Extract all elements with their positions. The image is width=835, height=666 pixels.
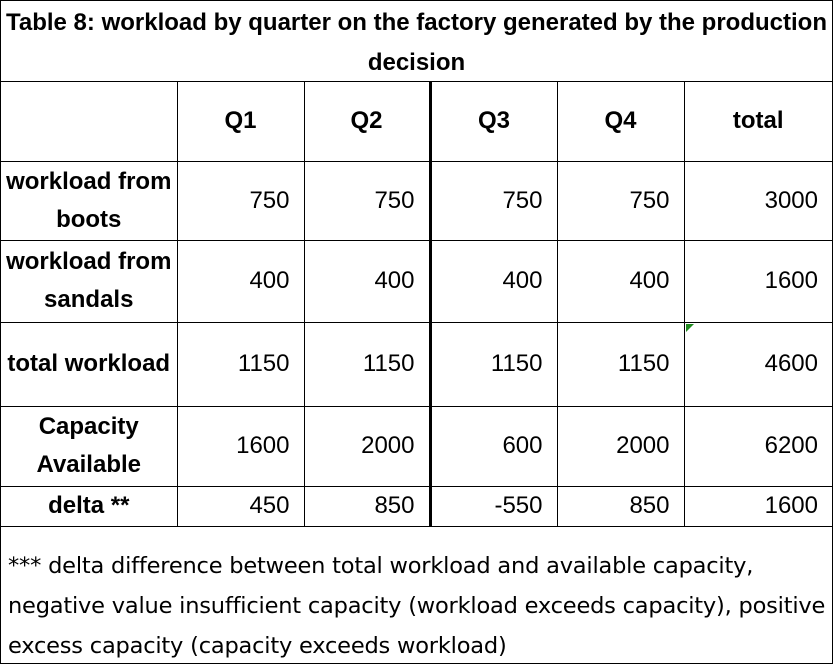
row-label: workload from sandals (1, 239, 178, 323)
table-cell: 6200 (683, 405, 832, 487)
table-cell: -550 (429, 485, 558, 527)
table-row: workload from boots 750 750 750 750 3000 (1, 160, 832, 241)
cell-comment-marker (686, 324, 694, 332)
table-cell: 1600 (683, 239, 832, 323)
row-label: Capacity Available (1, 405, 178, 487)
row-label: workload from boots (1, 160, 178, 241)
workload-table: Q1 Q2 Q3 Q4 total workload from boots 75… (1, 82, 832, 527)
table-cell: 750 (176, 160, 305, 241)
footnote: *** delta difference between total workl… (8, 553, 826, 659)
table-cell: 4600 (683, 321, 832, 407)
header-q4: Q4 (556, 82, 685, 162)
table-cell: 400 (556, 239, 685, 323)
table-cell: 1150 (556, 321, 685, 407)
table-cell: 750 (429, 160, 558, 241)
table-cell: 2000 (556, 405, 685, 487)
table-cell: 1150 (429, 321, 558, 407)
table-cell: 400 (429, 239, 558, 323)
table-cell: 450 (176, 485, 305, 527)
table-cell: 750 (303, 160, 432, 241)
table-cell: 850 (303, 485, 432, 527)
header-q3: Q3 (429, 82, 558, 162)
table-cell: 1600 (176, 405, 305, 487)
row-label: delta ** (1, 485, 178, 527)
header-total: total (683, 82, 832, 162)
table-cell: 1150 (303, 321, 432, 407)
table-title: Table 8: workload by quarter on the fact… (1, 1, 832, 82)
table-cell: 1150 (176, 321, 305, 407)
table-row: delta ** 450 850 -550 850 1600 (1, 485, 832, 527)
table-cell: 600 (429, 405, 558, 487)
header-row: Q1 Q2 Q3 Q4 total (1, 82, 832, 162)
row-label: total workload (1, 321, 178, 407)
table-row: Capacity Available 1600 2000 600 2000 62… (1, 405, 832, 487)
header-q2: Q2 (303, 82, 432, 162)
table-row: total workload 1150 1150 1150 1150 4600 (1, 321, 832, 407)
table-cell: 2000 (303, 405, 432, 487)
table-cell: 400 (176, 239, 305, 323)
table-cell: 3000 (683, 160, 832, 241)
header-q1: Q1 (176, 82, 305, 162)
table-cell: 1600 (683, 485, 832, 527)
header-corner (1, 82, 178, 162)
table-row: workload from sandals 400 400 400 400 16… (1, 239, 832, 323)
table-cell: 400 (303, 239, 432, 323)
table-cell: 850 (556, 485, 685, 527)
table-cell: 750 (556, 160, 685, 241)
